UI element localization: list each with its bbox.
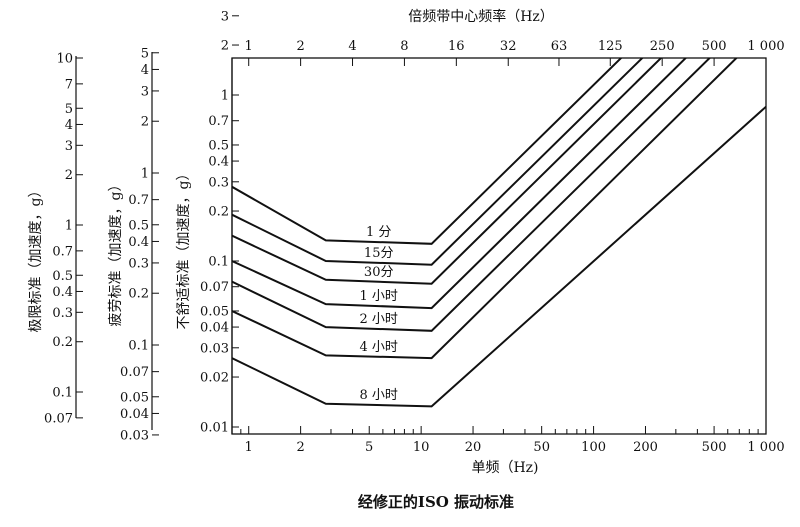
comfort-tick-label: 4 — [221, 0, 229, 4]
fatigue-tick-label: 4 — [141, 63, 149, 78]
comfort-tick-label: 0.02 — [200, 371, 229, 386]
fatigue-tick-label: 0.03 — [120, 428, 149, 443]
limit-tick-label: 5 — [65, 102, 73, 117]
comfort-tick-label: 1 — [221, 89, 229, 104]
fatigue-acceleration-axis: 0.03 0.04 0.05 0.07 0.1 0.2 0.3 0.4 0.5 0.7 1 2 3 4 5 — [120, 46, 159, 443]
comfort-tick-label: 2 — [221, 39, 229, 54]
top-tick-label: 16 — [448, 39, 465, 54]
limit-tick-label: 0.4 — [52, 285, 73, 300]
top-tick-label: 63 — [551, 39, 568, 54]
fatigue-axis-title: 疲劳标准（加速度，g） — [107, 178, 124, 327]
top-tick-label: 1 000 — [747, 39, 784, 54]
limit-tick-label: 10 — [56, 52, 73, 67]
fatigue-tick-label: 2 — [141, 115, 149, 130]
fatigue-tick-label: 5 — [141, 46, 149, 61]
limit-tick-label: 7 — [65, 77, 73, 92]
bottom-tick-label: 20 — [465, 440, 482, 455]
comfort-tick-label: 3 — [221, 9, 229, 24]
limit-tick-label: 0.7 — [52, 244, 73, 259]
top-tick-label: 2 — [296, 39, 304, 54]
comfort-tick-label: 0.05 — [200, 305, 229, 320]
series-line-3 — [232, 58, 663, 285]
bottom-frequency-axis: 1 2 5 10 20 50 100 200 500 1 000 — [231, 426, 785, 455]
series-layer: 1 分 15分 30分 1 小时 2 小时 4 小时 8 小时 — [232, 58, 766, 408]
bottom-tick-label: 200 — [633, 440, 658, 455]
plot-frame — [231, 57, 767, 435]
series-label-3: 30分 — [364, 265, 394, 280]
bottom-tick-label: 100 — [581, 440, 606, 455]
limit-tick-label: 2 — [65, 168, 73, 183]
bottom-tick-label: 10 — [413, 440, 430, 455]
comfort-tick-label: 0.1 — [208, 255, 229, 270]
series-line-2 — [232, 58, 644, 266]
fatigue-tick-label: 0.2 — [128, 287, 149, 302]
top-tick-label: 8 — [400, 39, 408, 54]
comfort-tick-label: 0.4 — [208, 155, 229, 170]
series-label-2: 15分 — [364, 246, 394, 261]
comfort-tick-label: 0.03 — [200, 341, 229, 356]
comfort-axis-title: 不舒适标准（加速度，g） — [176, 167, 192, 330]
fatigue-tick-label: 0.3 — [128, 256, 149, 271]
comfort-tick-label: 0.01 — [200, 421, 229, 436]
limit-tick-label: 0.2 — [52, 335, 73, 350]
limit-tick-label: 0.3 — [52, 306, 73, 321]
series-label-7: 8 小时 — [359, 388, 397, 403]
limit-axis-title: 极限标准（加速度，g） — [28, 184, 44, 333]
series-line-5 — [232, 58, 712, 332]
comfort-acceleration-axis: 0.01 0.02 0.03 0.040.05 0.07 0.1 0.2 0.3 0.40.5 0… — [200, 0, 239, 436]
bottom-tick-label: 2 — [296, 440, 304, 455]
fatigue-tick-label: 0.7 — [128, 193, 149, 208]
top-frequency-axis: 1 2 4 8 16 32 63 125 250 500 1 000 — [245, 39, 785, 66]
series-line-7 — [232, 105, 766, 408]
limit-tick-label: 4 — [65, 118, 73, 133]
series-label-1: 1 分 — [366, 225, 391, 240]
limit-tick-label: 0.5 — [52, 269, 73, 284]
figure-caption: 经修正的ISO 振动标准 — [358, 493, 514, 511]
top-tick-label: 1 — [245, 39, 253, 54]
fatigue-tick-label: 0.05 — [120, 390, 149, 405]
fatigue-tick-label: 0.5 — [128, 218, 149, 233]
top-tick-label: 250 — [650, 39, 675, 54]
fatigue-tick-label: 0.04 — [120, 407, 149, 422]
bottom-tick-label: 50 — [533, 440, 550, 455]
bottom-tick-label: 1 000 — [747, 440, 784, 455]
comfort-tick-label: 0.2 — [208, 205, 229, 220]
fatigue-tick-label: 0.1 — [128, 339, 149, 354]
comfort-tick-label: 0.07 — [200, 280, 229, 295]
series-line-4 — [232, 58, 688, 310]
series-label-6: 4 小时 — [359, 340, 397, 355]
limit-tick-label: 0.1 — [52, 386, 73, 401]
bottom-tick-label: 5 — [365, 440, 373, 455]
fatigue-tick-label: 0.07 — [120, 365, 149, 380]
limit-acceleration-axis: 0.07 0.1 0.2 0.3 0.40.5 0.7 1 2 3 45 7 10 — [44, 52, 83, 426]
limit-tick-label: 1 — [65, 219, 73, 234]
bottom-tick-label: 500 — [702, 440, 727, 455]
series-label-4: 1 小时 — [359, 289, 397, 304]
fatigue-tick-label: 0.4 — [128, 235, 149, 250]
top-tick-label: 32 — [500, 39, 517, 54]
plot-border — [231, 57, 767, 435]
top-axis-title: 倍频带中心频率（Hz） — [408, 8, 554, 25]
series-line-1 — [232, 58, 623, 245]
comfort-tick-label: 0.7 — [208, 114, 229, 129]
comfort-tick-label: 0.5 — [208, 139, 229, 154]
series-label-5: 2 小时 — [359, 312, 397, 327]
top-tick-label: 500 — [702, 39, 727, 54]
bottom-tick-label: 1 — [245, 440, 253, 455]
fatigue-tick-label: 1 — [141, 167, 149, 182]
fatigue-tick-label: 3 — [141, 84, 149, 99]
top-tick-label: 125 — [598, 39, 623, 54]
top-tick-label: 4 — [348, 39, 356, 54]
limit-tick-label: 3 — [65, 139, 73, 154]
limit-tick-label: 0.07 — [44, 411, 73, 426]
comfort-tick-label: 0.04 — [200, 321, 229, 336]
bottom-axis-title: 单频（Hz) — [471, 460, 538, 476]
series-line-6 — [232, 58, 738, 360]
comfort-tick-label: 0.3 — [208, 175, 229, 190]
